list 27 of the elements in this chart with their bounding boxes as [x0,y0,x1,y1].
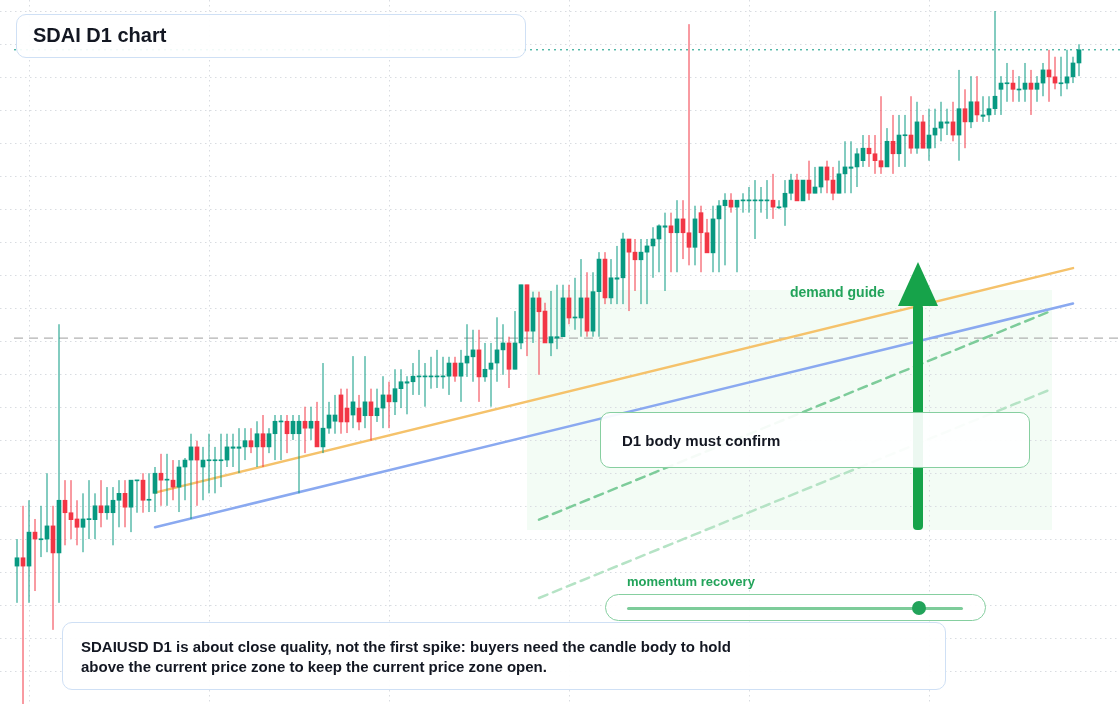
candlestick [902,114,908,168]
candlestick [872,134,878,175]
candlestick [1004,62,1010,103]
title-card: SDAI D1 chart [16,14,526,58]
candlestick [146,472,152,513]
annotation: demand guide [790,284,885,300]
candlestick [302,406,308,454]
annotation: SDAIUSD D1 is about close quality, not the first spike: buyers need the candle body to hold above the current price zone to keep the current price zone open. [81,637,732,677]
candlestick [398,368,404,409]
candlestick [86,479,92,540]
candlestick [116,479,122,528]
candlestick [104,486,110,521]
note-card: SDAIUSD D1 is about close quality, not the first spike: buyers need the candle body to hold above the current price zone to keep the current price zone open. [62,622,946,690]
candlestick [1058,56,1064,97]
candlestick [308,406,314,441]
candlestick [776,199,782,210]
candlestick [38,505,44,558]
candlestick [218,433,224,488]
candlestick [98,479,104,528]
candlestick [614,245,620,305]
annotation: momentum recovery [627,574,755,589]
candlestick [800,179,806,202]
candlestick [212,446,218,494]
candlestick [686,23,692,266]
candlestick [206,433,212,494]
candlestick [68,479,74,540]
callout-card: D1 body must confirm [600,412,1030,468]
